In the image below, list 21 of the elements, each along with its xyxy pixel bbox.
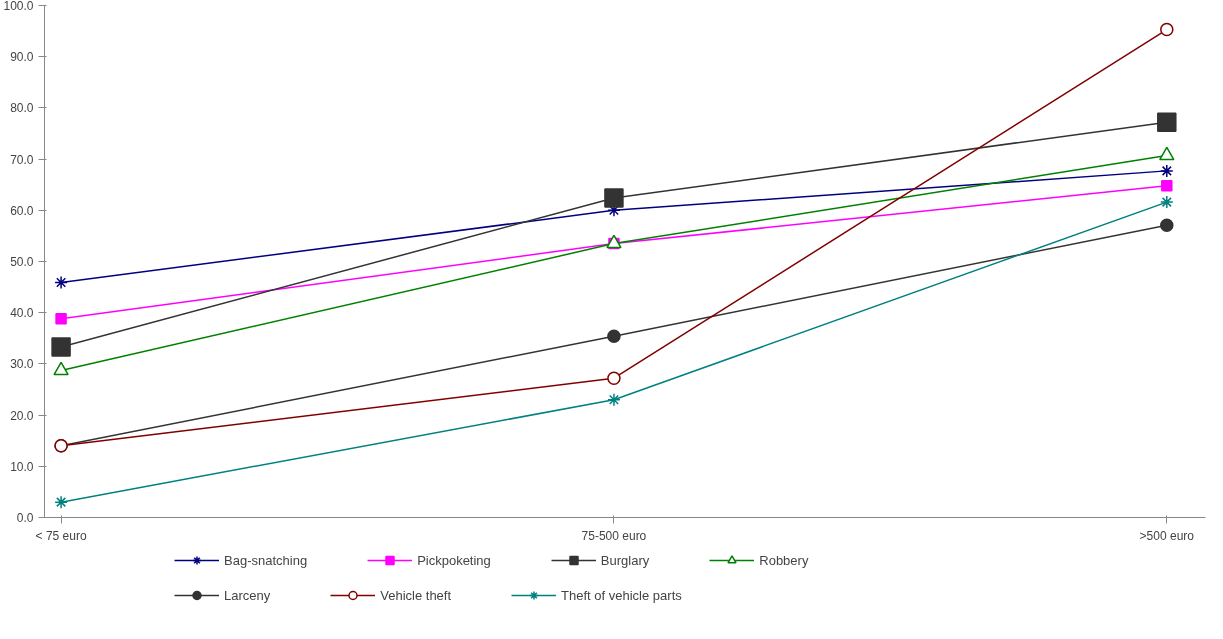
y-tick-label: 50.0 — [10, 255, 34, 269]
legend-label: Pickpoketing — [417, 551, 491, 570]
x-tick-label: >500 euro — [1139, 528, 1195, 543]
legend-label: Theft of vehicle parts — [561, 586, 682, 605]
y-tick-label: 60.0 — [10, 203, 34, 218]
y-tick-label: 70.0 — [10, 152, 34, 167]
y-tick-label: 0.0 — [16, 511, 34, 525]
y-tick-label: 10.0 — [10, 459, 34, 474]
legend-label: Larceny — [224, 586, 271, 605]
x-tick-label: < 75 euro — [35, 528, 87, 543]
y-tick-label: 80.0 — [10, 101, 34, 116]
y-tick-label: 30.0 — [10, 357, 34, 372]
y-tick-label: 40.0 — [10, 306, 34, 321]
legend-label: Burglary — [600, 551, 650, 570]
legend-label: Robbery — [759, 551, 809, 570]
legend-label: Vehicle theft — [380, 586, 452, 605]
x-tick-label: 75-500 euro — [581, 528, 647, 543]
legend-label: Bag-snatching — [224, 551, 308, 570]
y-tick-label: 90.0 — [10, 50, 34, 65]
y-tick-label: 20.0 — [10, 408, 34, 423]
y-tick-label: 100.0 — [3, 0, 34, 13]
